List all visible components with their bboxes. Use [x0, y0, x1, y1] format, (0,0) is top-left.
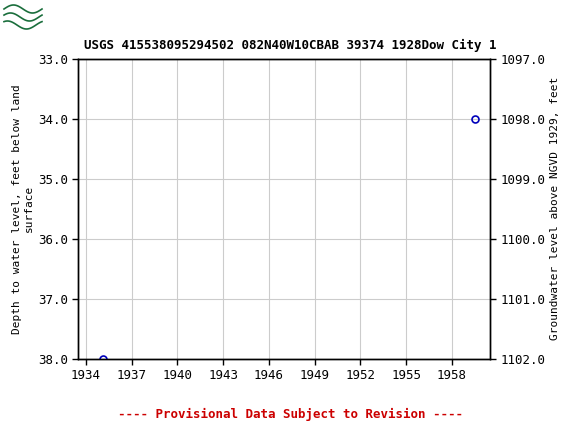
Y-axis label: Depth to water level, feet below land
surface: Depth to water level, feet below land su… — [12, 84, 34, 334]
Text: USGS: USGS — [52, 9, 107, 27]
Text: USGS 415538095294502 082N40W10CBAB 39374 1928Dow City 1: USGS 415538095294502 082N40W10CBAB 39374… — [84, 38, 496, 52]
Bar — [3, 2, 43, 33]
Y-axis label: Groundwater level above NGVD 1929, feet: Groundwater level above NGVD 1929, feet — [550, 77, 560, 341]
Text: ---- Provisional Data Subject to Revision ----: ---- Provisional Data Subject to Revisio… — [118, 408, 462, 421]
